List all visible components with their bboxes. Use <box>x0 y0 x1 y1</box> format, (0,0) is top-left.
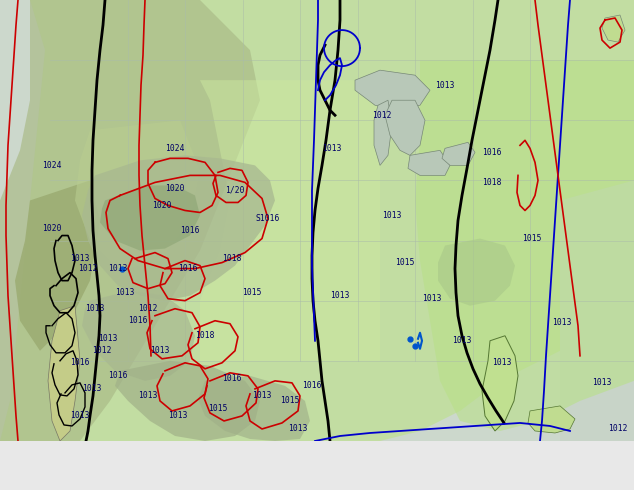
Polygon shape <box>560 180 634 441</box>
Polygon shape <box>408 150 450 175</box>
Text: 1018: 1018 <box>223 254 242 263</box>
Text: 1016: 1016 <box>482 148 501 157</box>
Polygon shape <box>0 0 634 441</box>
Text: 1024: 1024 <box>42 161 61 170</box>
Polygon shape <box>442 142 475 166</box>
Text: 1013: 1013 <box>552 318 572 327</box>
Text: 1016: 1016 <box>180 226 200 235</box>
Text: 1020: 1020 <box>165 184 184 193</box>
Text: 1015: 1015 <box>522 234 541 243</box>
Text: 1013: 1013 <box>108 264 127 273</box>
Text: 1013: 1013 <box>150 346 170 355</box>
Text: 1013: 1013 <box>252 392 272 400</box>
Text: 1012: 1012 <box>608 424 628 434</box>
Text: 1013: 1013 <box>592 378 612 388</box>
Text: 10: 10 <box>195 471 210 485</box>
Text: 1012: 1012 <box>372 111 392 120</box>
Text: 1015: 1015 <box>208 404 228 414</box>
Text: 6: 6 <box>94 471 101 485</box>
Text: 1016: 1016 <box>178 264 198 273</box>
Text: 9: 9 <box>170 471 178 485</box>
Text: 8: 8 <box>145 471 152 485</box>
Polygon shape <box>15 180 100 351</box>
Polygon shape <box>100 185 200 250</box>
Text: S1016: S1016 <box>256 214 280 223</box>
Polygon shape <box>0 0 260 441</box>
Text: 1013: 1013 <box>168 412 188 420</box>
Text: 1013: 1013 <box>98 334 118 343</box>
Polygon shape <box>48 306 80 441</box>
Text: 1013: 1013 <box>452 336 472 345</box>
Text: 11: 11 <box>221 471 236 485</box>
Polygon shape <box>355 70 430 110</box>
Polygon shape <box>75 120 200 270</box>
Text: 1013: 1013 <box>436 81 455 90</box>
Polygon shape <box>300 341 634 441</box>
Text: 1/20: 1/20 <box>225 186 245 195</box>
Text: 1013: 1013 <box>382 211 402 220</box>
Polygon shape <box>82 291 195 381</box>
Text: 1020: 1020 <box>42 224 61 233</box>
Text: Wind 10m: Wind 10m <box>3 471 63 485</box>
Polygon shape <box>482 336 518 431</box>
Polygon shape <box>200 80 380 361</box>
Polygon shape <box>374 100 392 166</box>
Text: 1013: 1013 <box>138 392 158 400</box>
Text: 1016: 1016 <box>302 381 321 391</box>
Text: 1013: 1013 <box>115 288 135 297</box>
Text: 7: 7 <box>119 471 127 485</box>
Text: 1013: 1013 <box>70 254 90 263</box>
Text: 1013: 1013 <box>330 291 350 300</box>
Polygon shape <box>385 100 425 155</box>
Polygon shape <box>0 0 45 441</box>
Text: 1013: 1013 <box>422 294 442 303</box>
Polygon shape <box>602 15 625 42</box>
Text: 1018: 1018 <box>482 178 501 187</box>
Text: 1015: 1015 <box>242 288 262 297</box>
Polygon shape <box>528 406 575 433</box>
Text: 1012: 1012 <box>138 304 158 313</box>
Text: Mo 30-09-2024 18:00 UTC (12+150): Mo 30-09-2024 18:00 UTC (12+150) <box>363 448 631 463</box>
Polygon shape <box>115 361 260 441</box>
Text: 1016: 1016 <box>108 371 127 380</box>
Polygon shape <box>415 60 634 431</box>
Text: Bft: Bft <box>271 471 294 485</box>
Polygon shape <box>82 155 275 301</box>
Text: High wind areas [hPa] ECMWF: High wind areas [hPa] ECMWF <box>3 448 230 463</box>
Text: 1015: 1015 <box>280 396 300 405</box>
Text: 1013: 1013 <box>85 304 105 313</box>
Polygon shape <box>198 376 310 441</box>
Text: 1018: 1018 <box>195 331 215 340</box>
Text: 1024: 1024 <box>165 144 184 153</box>
Text: 1016: 1016 <box>223 374 242 383</box>
Text: 12: 12 <box>246 471 261 485</box>
Text: 1013: 1013 <box>322 144 342 153</box>
Text: 1015: 1015 <box>395 258 415 267</box>
Polygon shape <box>438 239 515 306</box>
Text: 1013: 1013 <box>70 412 90 420</box>
Text: 1020: 1020 <box>152 201 172 210</box>
Text: 1013: 1013 <box>492 358 512 368</box>
Text: 1013: 1013 <box>82 384 101 393</box>
Text: 1013: 1013 <box>288 424 307 434</box>
Text: 1016: 1016 <box>128 316 148 325</box>
Text: 1012: 1012 <box>78 264 98 273</box>
Text: 1016: 1016 <box>70 358 90 368</box>
Text: 1012: 1012 <box>93 346 112 355</box>
